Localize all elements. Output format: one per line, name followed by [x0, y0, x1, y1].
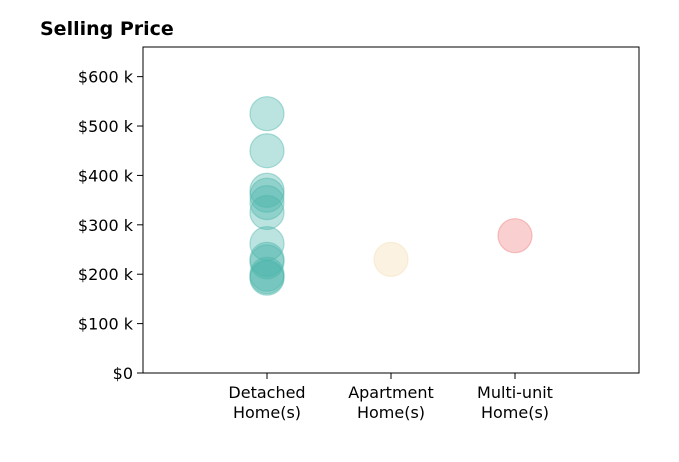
- y-tick-label: $200 k: [78, 265, 134, 284]
- x-tick-label: Multi-unit: [477, 383, 553, 402]
- y-tick-label: $400 k: [78, 166, 134, 185]
- y-tick-label: $100 k: [78, 315, 134, 334]
- x-tick-label: Detached: [228, 383, 305, 402]
- data-point: [249, 256, 285, 292]
- data-point: [497, 218, 533, 254]
- y-axis: $0 $100 k $200 k $300 k $400 k $500 k $600 k: [78, 68, 143, 383]
- chart-title: Selling Price: [40, 18, 174, 40]
- data-point: [373, 241, 409, 277]
- data-point: [249, 241, 285, 277]
- data-point: [249, 96, 285, 132]
- x-tick-label: Home(s): [481, 403, 549, 422]
- data-point: [249, 259, 285, 295]
- data-point: [249, 260, 285, 296]
- data-point: [249, 194, 285, 231]
- x-tick-label: Apartment: [348, 383, 434, 402]
- y-tick-label: $300 k: [78, 216, 134, 235]
- x-tick-label: Home(s): [233, 403, 301, 422]
- x-tick-label: Home(s): [357, 403, 425, 422]
- plot-marks: [249, 96, 533, 296]
- data-point: [249, 172, 285, 208]
- y-tick-label: $0: [113, 364, 133, 383]
- x-axis: DetachedHome(s)ApartmentHome(s)Multi-uni…: [228, 373, 553, 422]
- y-tick-label: $500 k: [78, 117, 134, 136]
- data-point: [249, 184, 285, 221]
- data-point: [249, 177, 285, 213]
- plot-frame: [142, 46, 640, 374]
- data-point: [249, 244, 285, 280]
- data-point: [249, 225, 285, 262]
- y-tick-label: $600 k: [78, 68, 134, 87]
- data-point: [249, 133, 285, 169]
